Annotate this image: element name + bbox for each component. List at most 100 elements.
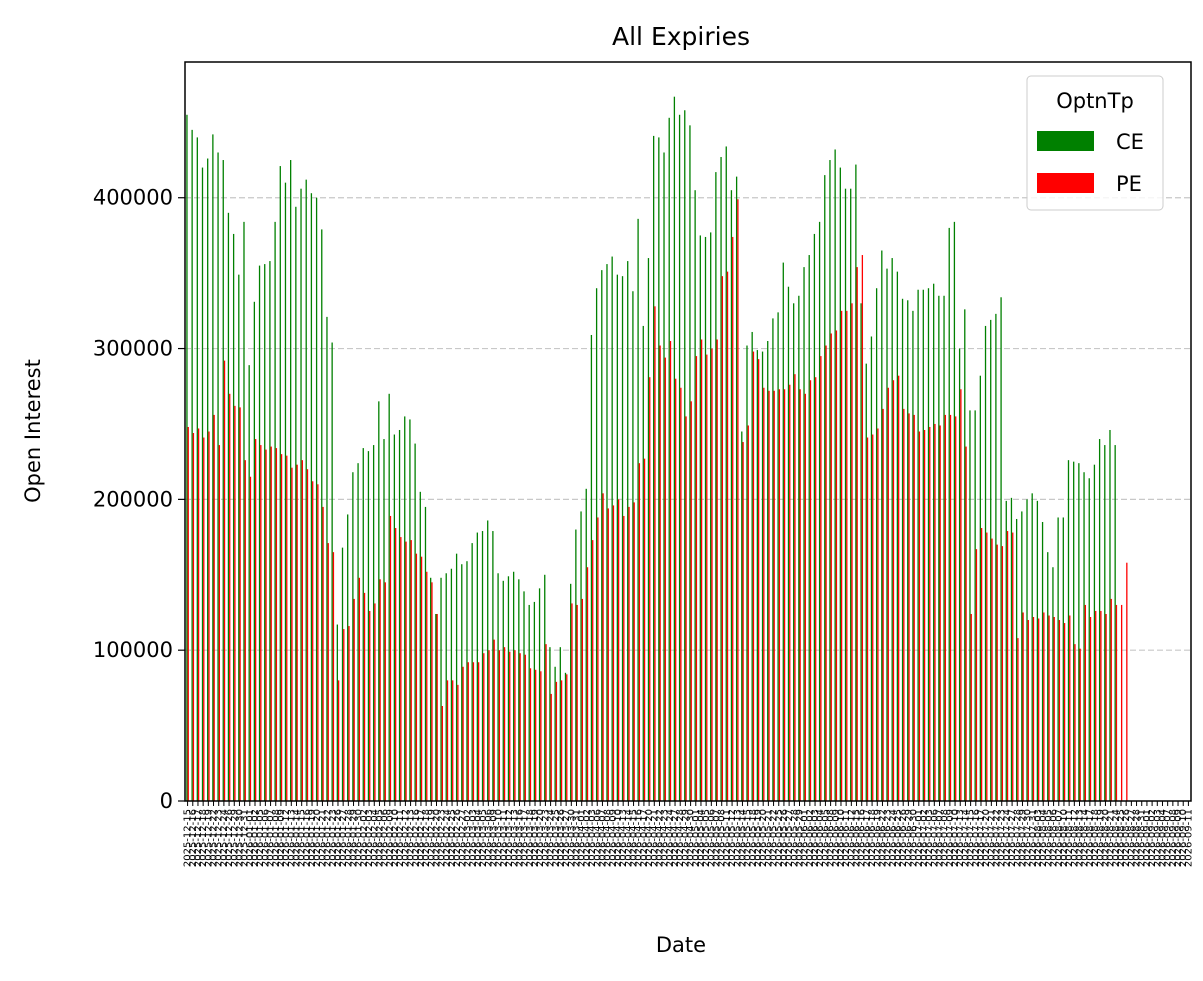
bar-pe xyxy=(400,537,402,801)
bar-pe xyxy=(312,481,314,801)
x-tick-label: 2026-05-25 xyxy=(774,809,785,867)
bar-pe xyxy=(1001,546,1004,801)
x-tick-label: 2026-01-14 xyxy=(291,809,302,867)
bar-pe xyxy=(187,426,189,801)
y-axis: 0 100000 200000 300000 400000 xyxy=(93,186,185,813)
x-tick-label: 2026-07-01 xyxy=(914,809,925,867)
x-tick-label: 2026-03-31 xyxy=(572,809,583,867)
x-tick-label: 2026-06-30 xyxy=(909,809,920,867)
x-tick-label: 2026-08-12 xyxy=(1069,809,1080,867)
x-tick-label: 2026-06-08 xyxy=(826,809,837,867)
bar-pe xyxy=(975,549,978,801)
bar-pe xyxy=(229,393,231,801)
x-tick-label: 2026-04-30 xyxy=(686,809,697,867)
x-tick-label: 2026-03-27 xyxy=(561,809,572,867)
bar-pe xyxy=(488,650,490,801)
legend-label-pe: PE xyxy=(1116,172,1142,196)
bar-pe xyxy=(420,556,423,801)
x-tick-label: 2026-08-24 xyxy=(1111,809,1122,867)
x-tick-label: 2026-05-04 xyxy=(696,809,707,867)
x-tick-label: 2026-05-27 xyxy=(784,809,795,867)
x-tick-label: 2026-03-17 xyxy=(520,809,531,867)
bar-ce xyxy=(984,325,987,801)
bar-pe xyxy=(405,541,407,801)
x-tick-label: 2026-01-21 xyxy=(317,809,328,867)
bar-ce xyxy=(689,125,691,802)
x-tick-label: 2026-05-28 xyxy=(789,809,800,867)
y-tick-label: 0 xyxy=(160,789,173,813)
bar-ce xyxy=(315,197,318,802)
bar-pe xyxy=(337,680,340,801)
bar-pe xyxy=(498,650,501,801)
bar-ce xyxy=(1026,499,1028,801)
x-tick-label: 2026-01-07 xyxy=(266,809,277,867)
bar-pe xyxy=(991,538,993,801)
bar-pe xyxy=(685,416,687,801)
legend-title: OptnTp xyxy=(1056,89,1134,113)
bar-pe xyxy=(446,680,449,801)
x-tick-label: 2026-09-08 xyxy=(1168,809,1179,867)
bar-pe xyxy=(1058,620,1061,801)
bar-pe xyxy=(1084,604,1086,801)
bar-ce xyxy=(279,166,281,801)
bar-ce xyxy=(772,318,774,801)
bar-pe xyxy=(643,458,646,801)
bar-ce xyxy=(699,235,701,801)
bar-ce xyxy=(824,175,826,802)
bar-ce xyxy=(461,564,463,801)
bar-ce xyxy=(331,342,333,801)
bar-pe xyxy=(280,454,283,801)
bar-ce xyxy=(938,295,940,801)
bar-pe xyxy=(654,306,656,801)
bar-pe xyxy=(1120,604,1123,801)
bar-ce xyxy=(414,443,416,801)
bar-pe xyxy=(1027,620,1029,801)
x-tick-label: 2026-03-25 xyxy=(551,809,562,867)
bar-pe xyxy=(742,442,744,801)
bar-ce xyxy=(855,164,857,801)
x-tick-label: 2026-02-26 xyxy=(452,809,463,867)
bar-pe xyxy=(223,360,226,801)
bar-ce xyxy=(372,445,375,801)
bar-ce xyxy=(948,227,950,801)
x-tick-label: 2026-03-02 xyxy=(463,809,474,867)
x-tick-label: 2026-06-16 xyxy=(857,809,868,867)
bar-pe xyxy=(192,433,195,801)
x-tick-label: 2026-08-26 xyxy=(1121,809,1132,867)
bar-pe xyxy=(664,357,666,801)
x-tick-label: 2026-04-03 xyxy=(587,809,598,867)
bar-ce xyxy=(606,264,608,802)
bar-pe xyxy=(934,423,936,801)
bar-ce xyxy=(1010,497,1013,801)
x-tick-label: 2026-09-09 xyxy=(1173,809,1184,867)
x-tick-label: 2026-01-29 xyxy=(349,809,360,867)
bar-pe xyxy=(509,651,511,801)
bar-ce xyxy=(430,577,432,801)
bar-ce xyxy=(678,114,681,802)
bar-pe xyxy=(1105,613,1107,801)
bar-pe xyxy=(1126,562,1128,801)
bar-pe xyxy=(856,267,858,801)
bar-ce xyxy=(995,313,997,801)
bar-ce xyxy=(870,336,873,801)
bar-pe xyxy=(1063,623,1066,801)
bar-pe xyxy=(306,469,309,801)
bar-ce xyxy=(585,488,587,801)
bar-pe xyxy=(949,414,952,801)
x-tick-label: 2026-05-18 xyxy=(748,809,759,867)
bar-ce xyxy=(590,334,593,801)
bar-pe xyxy=(1006,531,1009,801)
x-tick-label: 2026-01-26 xyxy=(333,809,344,867)
bar-pe xyxy=(514,650,516,801)
x-tick-label: 2026-01-19 xyxy=(307,809,318,867)
x-tick-label: 2026-08-17 xyxy=(1085,809,1096,867)
bar-ce xyxy=(1073,461,1075,801)
x-tick-label: 2026-03-24 xyxy=(546,809,557,867)
bar-ce xyxy=(367,451,370,801)
bar-pe xyxy=(680,387,682,801)
bar-ce xyxy=(248,365,250,801)
bar-pe xyxy=(825,345,827,801)
x-tick-label: 2026-06-25 xyxy=(893,809,904,867)
bar-ce xyxy=(1041,521,1044,801)
bar-ce xyxy=(388,393,390,801)
